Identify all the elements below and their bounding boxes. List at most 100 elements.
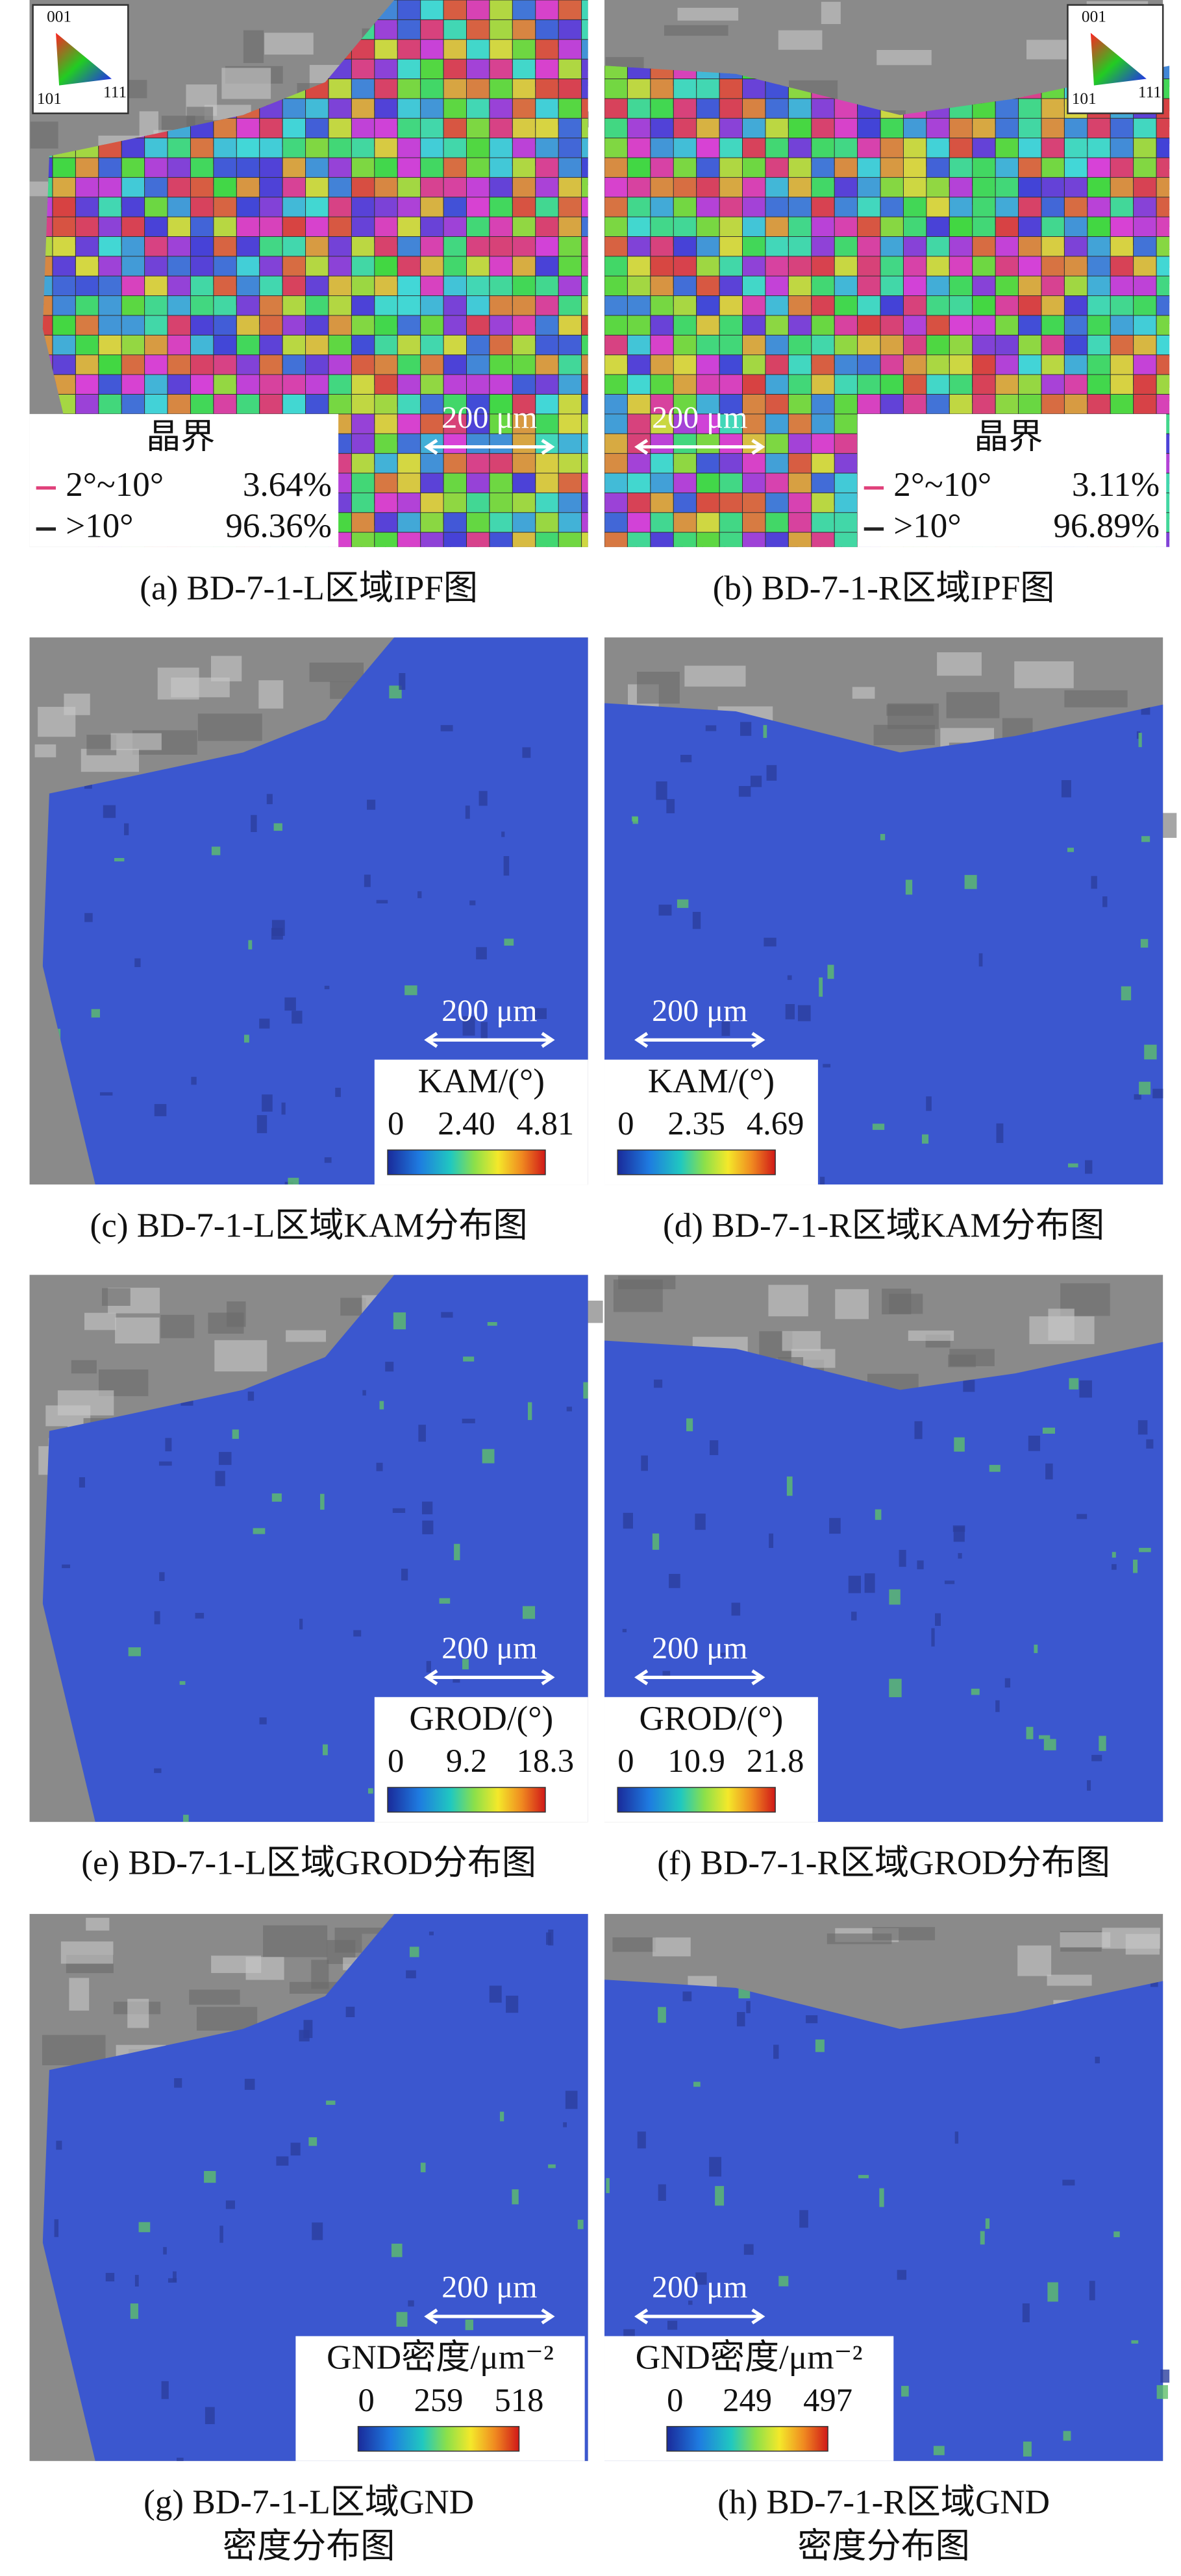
speck bbox=[158, 1461, 172, 1466]
speck bbox=[1062, 2179, 1075, 2186]
grain bbox=[535, 532, 561, 547]
speck bbox=[154, 1611, 160, 1625]
grain bbox=[581, 393, 588, 423]
grain bbox=[581, 19, 588, 53]
texture bbox=[309, 662, 364, 682]
speck bbox=[1047, 2282, 1058, 2302]
texture bbox=[127, 1998, 149, 2028]
speck bbox=[897, 2270, 907, 2280]
speck bbox=[797, 1005, 811, 1022]
texture bbox=[653, 1937, 691, 1957]
speck bbox=[695, 2272, 707, 2285]
ipf-key-label: 111 bbox=[1138, 83, 1162, 101]
speck bbox=[693, 2081, 701, 2087]
grain bbox=[75, 374, 100, 395]
texture bbox=[618, 1275, 676, 1290]
texture bbox=[778, 30, 823, 50]
speck bbox=[399, 673, 406, 690]
grain bbox=[581, 0, 588, 24]
scale-arrow bbox=[634, 2308, 765, 2325]
speck bbox=[1139, 1081, 1151, 1095]
texture bbox=[782, 1331, 821, 1351]
colorbar-title: GROD/(°) bbox=[640, 1700, 784, 1737]
scale-bar-label: 200 μm bbox=[652, 1631, 747, 1665]
colorbar-title: KAM/(°) bbox=[648, 1062, 775, 1100]
scale-bar-label: 200 μm bbox=[441, 2270, 537, 2305]
grain bbox=[581, 256, 588, 277]
grain bbox=[880, 138, 906, 159]
grain bbox=[512, 374, 538, 396]
speck bbox=[1063, 2431, 1071, 2441]
grain bbox=[236, 177, 264, 199]
speck bbox=[79, 1477, 85, 1488]
grain bbox=[581, 275, 588, 303]
speck bbox=[284, 997, 296, 1011]
speck bbox=[964, 875, 977, 889]
speck bbox=[385, 1362, 394, 1372]
speck bbox=[271, 1493, 282, 1502]
colorbar-tick-label: 2.35 bbox=[667, 1105, 725, 1142]
speck bbox=[124, 823, 129, 835]
texture bbox=[71, 1360, 97, 1374]
texture bbox=[768, 1284, 808, 1317]
grain bbox=[581, 117, 588, 142]
grain bbox=[558, 532, 588, 547]
ipf-key-label: 001 bbox=[47, 8, 71, 26]
speck bbox=[105, 2272, 115, 2282]
grain bbox=[788, 295, 812, 318]
legend-title: 晶界 bbox=[974, 419, 1043, 456]
speck bbox=[1112, 1564, 1117, 1570]
speck bbox=[134, 958, 141, 968]
colorbar bbox=[387, 1149, 546, 1175]
scale-arrow bbox=[424, 439, 555, 455]
speck bbox=[641, 1455, 648, 1471]
speck bbox=[632, 816, 638, 824]
speck bbox=[244, 2078, 255, 2090]
speck bbox=[522, 747, 531, 758]
speck bbox=[320, 1493, 325, 1510]
scale-bar-label: 200 μm bbox=[652, 2270, 747, 2305]
texture bbox=[102, 1288, 131, 1306]
speck bbox=[709, 2157, 722, 2177]
grain bbox=[581, 39, 588, 71]
grain bbox=[374, 236, 401, 259]
grain bbox=[926, 177, 952, 199]
texture bbox=[876, 49, 932, 66]
speck bbox=[963, 1380, 975, 1392]
colorbar bbox=[357, 2425, 520, 2452]
texture bbox=[263, 1925, 328, 1957]
speck bbox=[418, 1425, 426, 1442]
texture bbox=[160, 1314, 195, 1338]
speck bbox=[84, 913, 93, 922]
speck bbox=[303, 2020, 313, 2039]
speck bbox=[786, 1476, 793, 1496]
speck bbox=[1141, 836, 1150, 842]
speck bbox=[130, 2303, 138, 2319]
speck bbox=[669, 1574, 680, 1588]
scale-arrow bbox=[424, 1032, 555, 1048]
speck bbox=[880, 833, 886, 840]
speck bbox=[501, 831, 505, 837]
caption: (c) BD-7-1-L区域KAM分布图 bbox=[90, 1207, 528, 1245]
speck bbox=[174, 2078, 182, 2088]
grain bbox=[811, 393, 836, 417]
speck bbox=[480, 1022, 488, 1041]
grain bbox=[581, 295, 588, 329]
speck bbox=[441, 1312, 453, 1318]
colorbar-tick-label: 0 bbox=[617, 1105, 634, 1142]
speck bbox=[401, 1568, 408, 1581]
colorbar bbox=[617, 1787, 776, 1813]
grain bbox=[581, 413, 588, 447]
grain bbox=[374, 315, 401, 339]
colorbar-tick-label: 10.9 bbox=[667, 1743, 725, 1779]
grain bbox=[558, 236, 584, 257]
speck bbox=[1133, 1560, 1138, 1573]
colorbar-tick-label: 259 bbox=[414, 2382, 464, 2418]
speck bbox=[746, 2001, 751, 2013]
speck bbox=[454, 1543, 460, 1560]
speck bbox=[785, 1004, 795, 1020]
grain bbox=[512, 354, 538, 377]
grain bbox=[719, 177, 743, 199]
